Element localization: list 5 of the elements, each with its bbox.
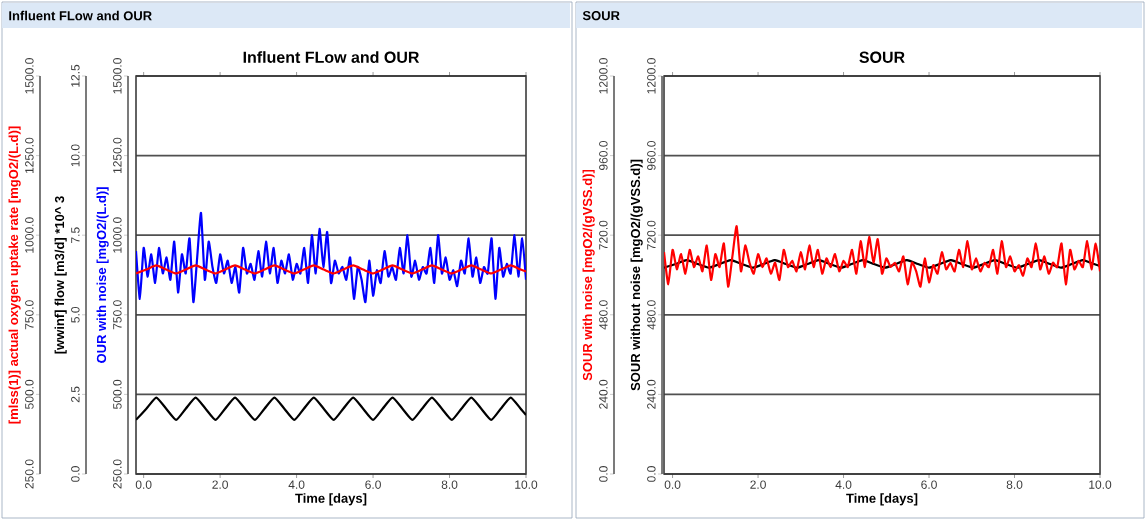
line-series (136, 396, 526, 421)
line-series (664, 225, 1101, 288)
line-series (136, 211, 526, 304)
chart-title: SOUR (859, 51, 905, 63)
chart-title: Influent FLow and OUR (243, 51, 420, 63)
